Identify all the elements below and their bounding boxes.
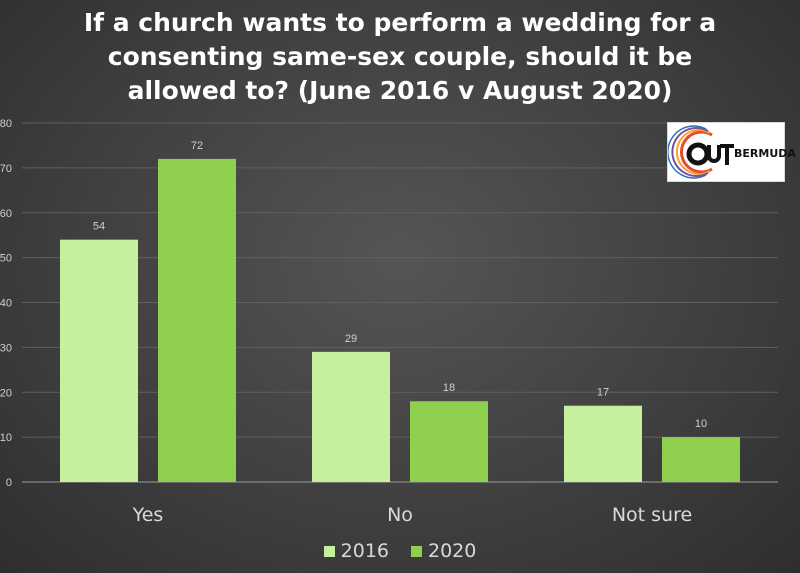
legend-label-2020: 2020 [428,540,477,562]
logo-text: BERMUDA [734,147,796,160]
y-tick-label: 60 [0,208,12,220]
data-label: 54 [93,221,105,233]
y-tick-label: 0 [6,477,12,489]
bar-2016-yes [60,239,138,482]
chart-title: If a church wants to perform a wedding f… [83,8,717,105]
out-logo-icon [668,125,734,179]
y-tick-label: 80 [0,118,12,130]
bars [60,158,740,482]
legend-item-2016: 2016 [323,540,389,562]
legend-item-2020: 2020 [411,540,476,562]
y-tick-label: 10 [0,432,12,444]
legend-swatch-2016 [323,545,335,557]
data-labels: 54 72 29 18 17 10 [93,140,707,430]
bar-2020-no [410,401,488,482]
x-tick-label: Yes [132,504,164,526]
x-axis-ticks: Yes No Not sure [132,504,693,526]
x-tick-label: Not sure [612,504,692,526]
y-tick-label: 50 [0,253,12,265]
y-tick-label: 20 [0,387,12,399]
legend-swatch-2020 [411,545,422,557]
y-tick-label: 40 [0,298,12,310]
bar-2016-not-sure [564,405,642,482]
bar-2020-yes [158,158,236,482]
y-axis-ticks: 0 10 20 30 40 50 60 70 80 [0,118,12,489]
data-label: 72 [191,140,203,152]
out-bermuda-logo: BERMUDA [667,122,796,182]
y-tick-label: 70 [0,163,12,175]
data-label: 10 [695,418,707,430]
data-label: 29 [345,333,357,345]
bar-2020-not-sure [662,437,740,482]
data-label: 17 [597,387,609,399]
y-tick-label: 30 [0,342,12,354]
legend: 2016 2020 [0,540,800,562]
gridlines [22,122,778,483]
x-tick-label: No [387,504,413,526]
legend-label-2016: 2016 [340,540,389,562]
data-label: 18 [443,382,455,394]
bar-2016-no [312,351,390,482]
